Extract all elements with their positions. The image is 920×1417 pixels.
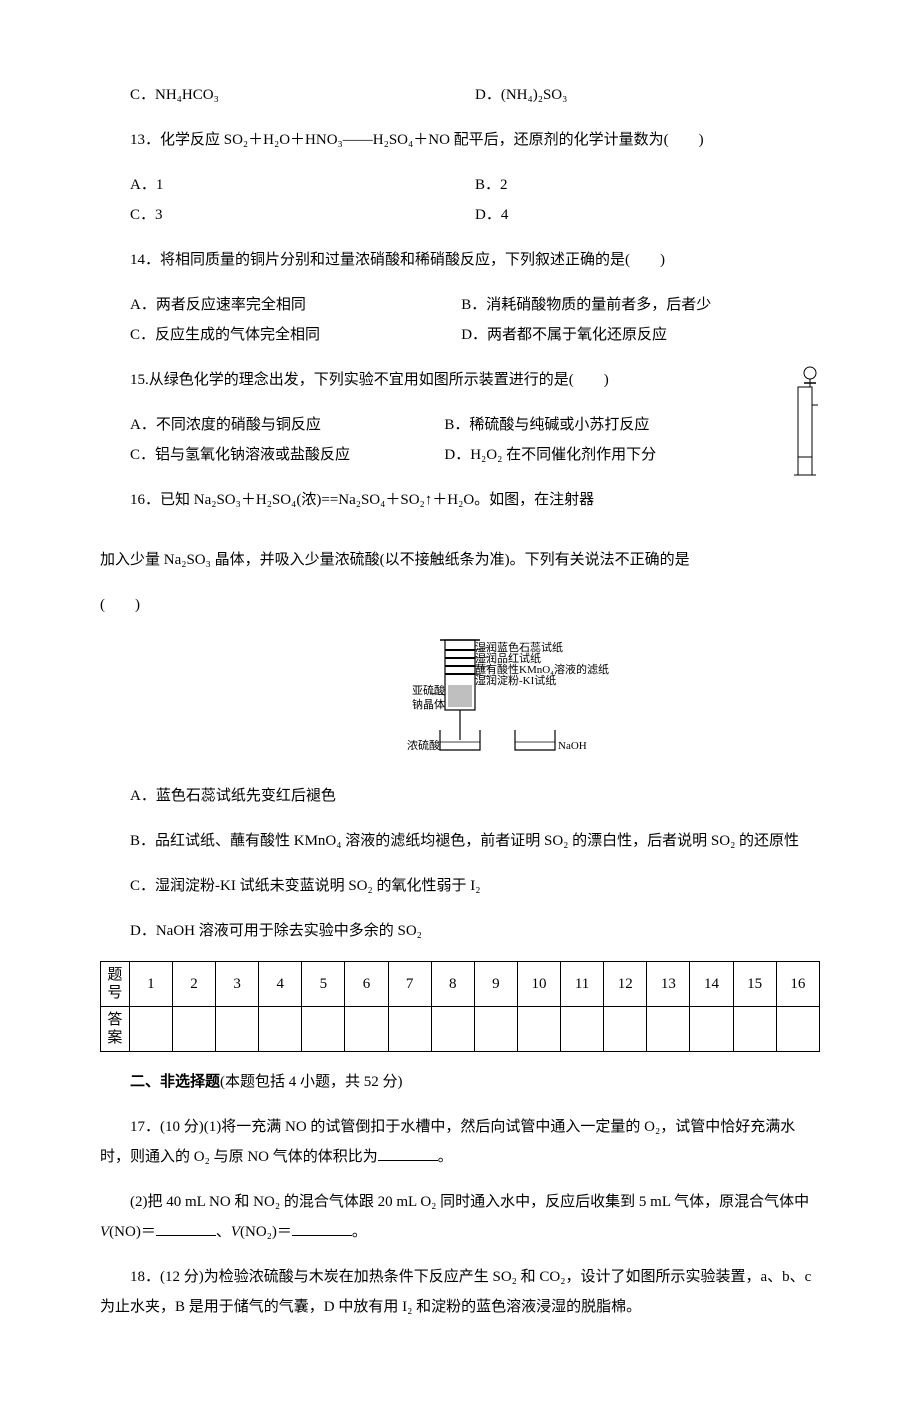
syringe-bottom-right: NaOH — [558, 735, 587, 757]
table-ans-13 — [647, 1007, 690, 1052]
q14-options-row1: A．两者反应速率完全相同 B．消耗硝酸物质的量前者多，后者少 — [100, 290, 820, 320]
q15-opt-a: A．不同浓度的硝酸与铜反应 — [130, 410, 444, 440]
section2-title: 二、非选择题 — [130, 1074, 220, 1090]
q17-blank1 — [378, 1145, 438, 1161]
q17-v-no2: V — [231, 1224, 240, 1240]
table-label-1: 题号 — [101, 962, 130, 1007]
q17-sep: 、 — [216, 1224, 231, 1240]
answer-table: 题号 1 2 3 4 5 6 7 8 9 10 11 12 13 14 15 1… — [100, 961, 820, 1052]
table-num-15: 15 — [733, 962, 776, 1007]
table-num-8: 8 — [431, 962, 474, 1007]
table-ans-3 — [216, 1007, 259, 1052]
table-num-11: 11 — [561, 962, 604, 1007]
table-num-12: 12 — [604, 962, 647, 1007]
q17-line1: 17．(10 分)(1)将一充满 NO 的试管倒扣于水槽中，然后向试管中通入一定… — [100, 1112, 820, 1172]
table-ans-9 — [474, 1007, 517, 1052]
table-ans-5 — [302, 1007, 345, 1052]
table-num-3: 3 — [216, 962, 259, 1007]
apparatus-svg — [790, 365, 820, 485]
q16-stem-line3: ( ) — [100, 590, 820, 620]
q13-opt-a: A．1 — [130, 170, 475, 200]
q17-line2-end: 。 — [352, 1224, 367, 1240]
table-num-1: 1 — [129, 962, 172, 1007]
table-num-7: 7 — [388, 962, 431, 1007]
q15-opt-d-prefix: D．H₂O₂ 在不同催化剂作用下分 — [444, 447, 656, 463]
q17-no2-label: (NO₂)＝ — [240, 1224, 292, 1240]
q14-opt-c: C．反应生成的气体完全相同 — [130, 320, 461, 350]
q13-opt-d: D．4 — [475, 200, 820, 230]
q13-options-row2: C．3 D．4 — [100, 200, 820, 230]
q17-no-label: (NO)＝ — [109, 1224, 156, 1240]
q14-opt-a: A．两者反应速率完全相同 — [130, 290, 461, 320]
section2-note: (本题包括 4 小题，共 52 分) — [220, 1074, 403, 1090]
q16-stem-line2: 加入少量 Na₂SO₃ 晶体，并吸入少量浓硫酸(以不接触纸条为准)。下列有关说法… — [100, 545, 820, 575]
q14-opt-d: D．两者都不属于氧化还原反应 — [461, 320, 792, 350]
syringe-label-left1: 亚硫酸 钠晶体 — [412, 684, 445, 713]
q16-stem-line1: 16．已知 Na₂SO₃＋H₂SO₄(浓)==Na₂SO₄＋SO₂↑＋H₂O。如… — [100, 485, 820, 515]
table-num-4: 4 — [259, 962, 302, 1007]
q17-line2: (2)把 40 mL NO 和 NO₂ 的混合气体跟 20 mL O₂ 同时通入… — [100, 1187, 820, 1247]
q12-options-row2: C．NH₄HCO₃ D．(NH₄)₂SO₃ — [100, 80, 820, 110]
label-left1-text: 亚硫酸 — [412, 685, 445, 697]
q13-stem: 13．化学反应 SO₂＋H₂O＋HNO₃——H₂SO₄＋NO 配平后，还原剂的化… — [100, 125, 820, 155]
q16-opt-d: D．NaOH 溶液可用于除去实验中多余的 SO₂ — [100, 916, 820, 946]
section2-heading: 二、非选择题(本题包括 4 小题，共 52 分) — [100, 1067, 820, 1097]
table-num-16: 16 — [776, 962, 819, 1007]
table-ans-7 — [388, 1007, 431, 1052]
q17-line2-start: (2)把 40 mL NO 和 NO₂ 的混合气体跟 20 mL O₂ 同时通入… — [130, 1194, 809, 1210]
table-ans-16 — [776, 1007, 819, 1052]
table-num-2: 2 — [172, 962, 215, 1007]
table-ans-10 — [517, 1007, 560, 1052]
q17-blank3 — [292, 1220, 352, 1236]
q16-opt-a: A．蓝色石蕊试纸先变红后褪色 — [100, 781, 820, 811]
q12-opt-c: C．NH₄HCO₃ — [130, 80, 475, 110]
table-ans-6 — [345, 1007, 388, 1052]
table-ans-1 — [129, 1007, 172, 1052]
table-num-9: 9 — [474, 962, 517, 1007]
table-ans-14 — [690, 1007, 733, 1052]
table-num-13: 13 — [647, 962, 690, 1007]
table-ans-2 — [172, 1007, 215, 1052]
q16-opt-c: C．湿润淀粉-KI 试纸未变蓝说明 SO₂ 的氧化性弱于 I₂ — [100, 871, 820, 901]
syringe-figure-container: 亚硫酸 钠晶体 湿润蓝色石蕊试纸 湿润品红试纸 蘸有酸性KMnO₄溶液的滤纸 湿… — [100, 635, 820, 766]
q12-opt-d: D．(NH₄)₂SO₃ — [475, 80, 820, 110]
table-row-header: 题号 1 2 3 4 5 6 7 8 9 10 11 12 13 14 15 1… — [101, 962, 820, 1007]
q15-options-row1: A．不同浓度的硝酸与铜反应 B．稀硫酸与纯碱或小苏打反应 — [100, 410, 785, 440]
table-ans-4 — [259, 1007, 302, 1052]
table-num-6: 6 — [345, 962, 388, 1007]
table-ans-15 — [733, 1007, 776, 1052]
q15-stem: 15.从绿色化学的理念出发，下列实验不宜用如图所示装置进行的是( ) — [100, 365, 820, 395]
q13-opt-c: C．3 — [130, 200, 475, 230]
q16-stem-part1: 16．已知 Na₂SO₃＋H₂SO₄(浓)==Na₂SO₄＋SO₂↑＋H₂O。如… — [130, 492, 594, 508]
q14-opt-b: B．消耗硝酸物质的量前者多，后者少 — [461, 290, 792, 320]
table-ans-11 — [561, 1007, 604, 1052]
q15-block: 15.从绿色化学的理念出发，下列实验不宜用如图所示装置进行的是( ) A．不同浓… — [100, 365, 820, 530]
q16-opt-b: B．品红试纸、蘸有酸性 KMnO₄ 溶液的滤纸均褪色，前者证明 SO₂ 的漂白性… — [100, 826, 820, 856]
q15-opt-c: C．铝与氢氧化钠溶液或盐酸反应 — [130, 440, 444, 470]
apparatus-figure — [790, 365, 820, 485]
q14-stem: 14．将相同质量的铜片分别和过量浓硝酸和稀硝酸反应，下列叙述正确的是( ) — [100, 245, 820, 275]
table-ans-8 — [431, 1007, 474, 1052]
label-left2-text: 钠晶体 — [412, 699, 445, 711]
table-num-5: 5 — [302, 962, 345, 1007]
q17-blank2 — [156, 1220, 216, 1236]
q15-opt-b: B．稀硫酸与纯碱或小苏打反应 — [444, 410, 758, 440]
syringe-label-r4: 湿润淀粉-KI试纸 — [475, 674, 556, 688]
syringe-figure: 亚硫酸 钠晶体 湿润蓝色石蕊试纸 湿润品红试纸 蘸有酸性KMnO₄溶液的滤纸 湿… — [290, 635, 630, 755]
q17-v-no: V — [100, 1224, 109, 1240]
q13-opt-b: B．2 — [475, 170, 820, 200]
table-num-14: 14 — [690, 962, 733, 1007]
table-row-answers: 答案 — [101, 1007, 820, 1052]
table-label-2: 答案 — [101, 1007, 130, 1052]
q14-options-row2: C．反应生成的气体完全相同 D．两者都不属于氧化还原反应 — [100, 320, 820, 350]
table-num-10: 10 — [517, 962, 560, 1007]
q17-line1-end: 。 — [438, 1149, 453, 1165]
q18-text: 18．(12 分)为检验浓硫酸与木炭在加热条件下反应产生 SO₂ 和 CO₂，设… — [100, 1262, 820, 1322]
q15-options-row2: C．铝与氢氧化钠溶液或盐酸反应 D．H₂O₂ 在不同催化剂作用下分 — [100, 440, 785, 470]
q13-options-row1: A．1 B．2 — [100, 170, 820, 200]
table-ans-12 — [604, 1007, 647, 1052]
q15-opt-d: D．H₂O₂ 在不同催化剂作用下分 — [444, 440, 758, 470]
syringe-bottom-left: 浓硫酸 — [407, 735, 440, 757]
